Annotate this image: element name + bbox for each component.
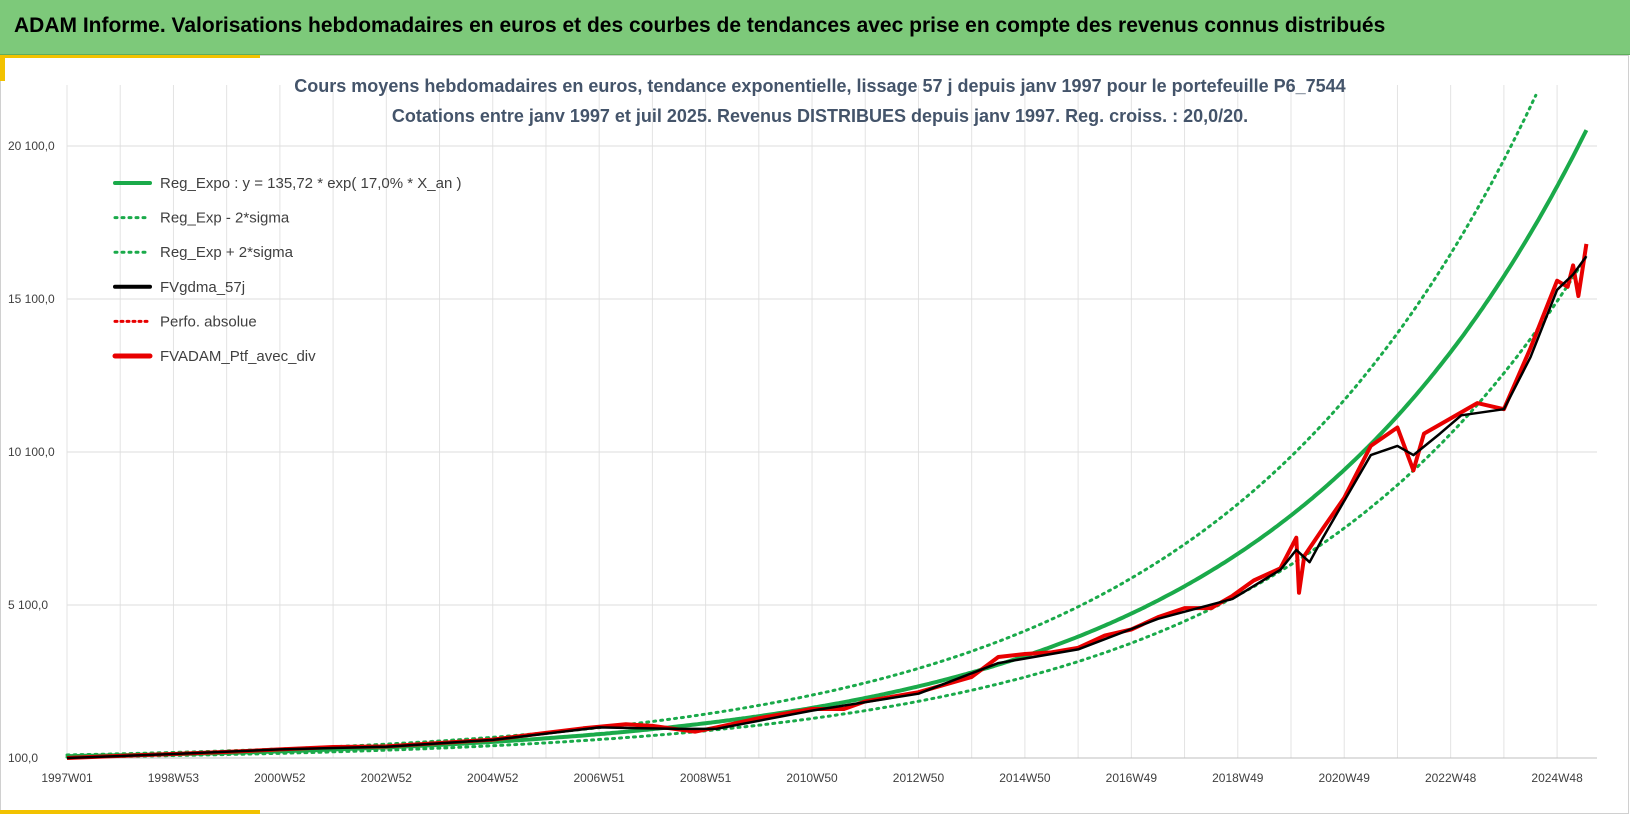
x-tick-label: 2012W50 [893,771,945,785]
x-tick-label: 2006W51 [573,771,625,785]
x-axis-ticks: 1997W01 1998W53 2000W52 2002W52 2004W52 2006W… [41,771,1583,785]
y-tick-label: 20 100,0 [8,139,55,153]
series-reg-expo [67,129,1589,759]
x-tick-label: 2014W50 [999,771,1051,785]
legend-item-label: Reg_Exp + 2*sigma [160,244,294,261]
header-banner: ADAM Informe. Valorisations hebdomadaire… [0,0,1630,55]
series-fvadam-ptf-avec-div [66,243,1589,760]
series-reg-minus-2sigma [65,254,1588,759]
legend-item-label: FVgdma_57j [160,279,245,296]
chart-title-line1: Cours moyens hebdomadaires en euros, ten… [294,76,1345,96]
legend-item-label: Perfo. absolue [160,313,257,330]
accent-corner-bottom-left [0,810,260,814]
chart: Cours moyens hebdomadaires en euros, ten… [8,76,1597,785]
series-lines [65,93,1589,760]
accent-corner-top-bar [0,55,260,58]
y-axis-ticks: 100,0 5 100,0 10 100,0 15 100,0 20 100,0 [8,139,55,765]
chart-frame [0,55,1629,814]
legend-item-label: Reg_Exp - 2*sigma [160,210,290,227]
y-tick-label: 100,0 [8,751,38,765]
y-tick-label: 10 100,0 [8,445,55,459]
legend-item-label: FVADAM_Ptf_avec_div [160,348,316,365]
page-title: ADAM Informe. Valorisations hebdomadaire… [14,14,1386,37]
x-tick-label: 2020W49 [1319,771,1371,785]
x-tick-label: 2002W52 [361,771,413,785]
legend: Reg_Expo : y = 135,72 * exp( 17,0% * X_a… [112,175,461,365]
x-tick-label: 1998W53 [148,771,200,785]
x-tick-label: 2018W49 [1212,771,1264,785]
series-reg-plus-2sigma [65,93,1538,757]
x-tick-label: 2016W49 [1106,771,1158,785]
x-tick-label: 2008W51 [680,771,732,785]
x-tick-label: 2000W52 [254,771,306,785]
legend-item-label: Reg_Expo : y = 135,72 * exp( 17,0% * X_a… [160,175,461,192]
y-tick-label: 15 100,0 [8,292,55,306]
grid [66,85,1597,759]
accent-corner-top-left [0,55,5,81]
x-tick-label: 2024W48 [1531,771,1583,785]
x-tick-label: 2022W48 [1425,771,1477,785]
x-tick-label: 2004W52 [467,771,519,785]
x-tick-label: 1997W01 [41,771,93,785]
y-tick-label: 5 100,0 [8,598,48,612]
chart-title-line2: Cotations entre janv 1997 et juil 2025. … [392,106,1248,126]
x-tick-label: 2010W50 [786,771,838,785]
series-fvgdma-57j [66,255,1588,760]
